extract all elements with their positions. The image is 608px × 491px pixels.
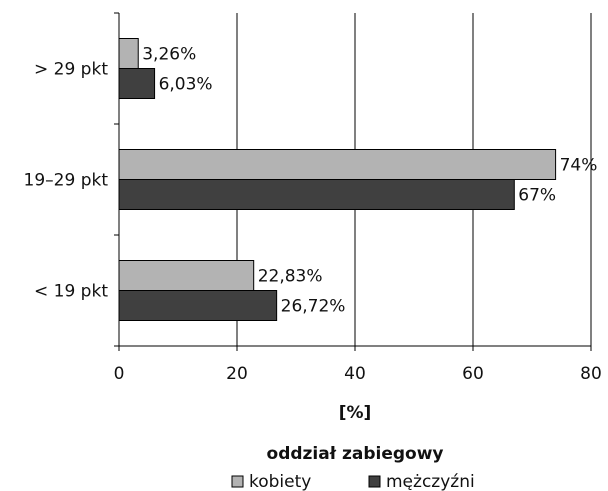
data-label-m-czy-ni-19-29-pkt: 67% xyxy=(518,186,556,206)
x-tick-label-0: 0 xyxy=(114,364,125,384)
y-tick-label-lt-19-pkt: < 19 pkt xyxy=(34,282,108,302)
legend-label-kobiety: kobiety xyxy=(249,472,311,491)
x-tick-label-60: 60 xyxy=(462,364,484,384)
bar-kobiety-19-29-pkt xyxy=(118,149,557,180)
y-tick-label-gt-29-pkt: > 29 pkt xyxy=(34,60,108,80)
x-axis-title: [%] xyxy=(339,403,372,423)
bars xyxy=(118,38,557,321)
y-tick-label-19-29-pkt: 19–29 pkt xyxy=(24,171,109,191)
data-labels: 3,26% 6,03% 74%67% 22,83% 26,72% xyxy=(142,45,597,317)
bar-m-czy-ni-19-29-pkt xyxy=(118,179,515,210)
bar-kobiety-lt-19-pkt xyxy=(118,260,255,291)
data-label-m-czy-ni-lt-19-pkt: 26,72% xyxy=(281,297,346,317)
bar-m-czy-ni-gt-29-pkt xyxy=(118,68,156,99)
x-tick-label-40: 40 xyxy=(344,364,366,384)
bar-m-czy-ni-lt-19-pkt xyxy=(118,290,278,321)
legend: kobiety mężczyźni xyxy=(231,472,475,491)
x-tick-label-20: 20 xyxy=(226,364,248,384)
data-label-m-czy-ni-gt-29-pkt: 6,03% xyxy=(159,75,213,95)
chart-subtitle: oddział zabiegowy xyxy=(267,444,444,464)
bar-kobiety-gt-29-pkt xyxy=(118,38,139,69)
axes: 0 20 40 60 80 > 29 pkt 19–29 pkt < 19 pkt xyxy=(24,12,602,384)
data-label-kobiety-lt-19-pkt: 22,83% xyxy=(258,267,323,287)
legend-swatch-mezczyzni xyxy=(368,475,381,488)
data-label-kobiety-19-29-pkt: 74% xyxy=(560,156,598,176)
legend-swatch-kobiety xyxy=(231,475,244,488)
data-label-kobiety-gt-29-pkt: 3,26% xyxy=(142,45,196,65)
legend-label-mezczyzni: mężczyźni xyxy=(386,472,475,491)
x-tick-label-80: 80 xyxy=(580,364,602,384)
